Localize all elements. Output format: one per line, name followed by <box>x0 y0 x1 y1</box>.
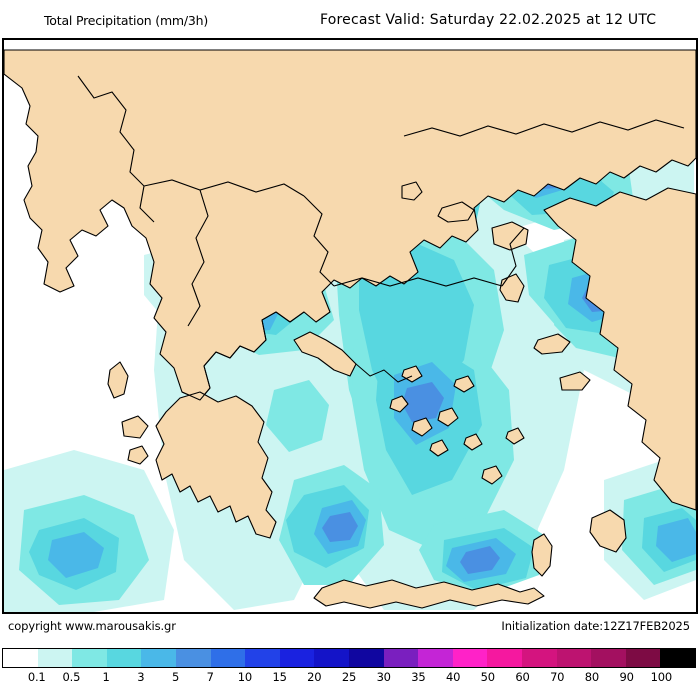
map-frame[interactable] <box>2 38 698 614</box>
colorbar-tick-70: 70 <box>550 670 565 684</box>
colorbar-swatch-3[interactable] <box>106 649 142 667</box>
colorbar-swatch-16[interactable] <box>556 649 592 667</box>
colorbar-swatch-0[interactable] <box>3 649 38 667</box>
colorbar-tick-35: 35 <box>411 670 426 684</box>
coastlines <box>181 311 413 401</box>
colorbar-tick-10: 10 <box>237 670 253 684</box>
lesvos-island <box>491 221 529 251</box>
colorbar-swatch-18[interactable] <box>625 649 661 667</box>
cyclades-island-g <box>453 375 475 393</box>
rhodes-island <box>589 509 627 553</box>
cyclades-island-i <box>505 427 525 445</box>
colorbar-swatch-15[interactable] <box>521 649 557 667</box>
cyclades-island-h <box>481 465 503 485</box>
map-footer: copyright www.marousakis.gr Initializati… <box>0 616 700 642</box>
colorbar-swatch-7[interactable] <box>245 649 280 667</box>
colorbar-tick-7: 7 <box>206 670 214 684</box>
colorbar-tick-40: 40 <box>445 670 461 684</box>
colorbar-swatch-4[interactable] <box>141 649 176 667</box>
cyclades-island-c <box>437 407 459 427</box>
precipitation-map[interactable] <box>4 40 696 612</box>
colorbar-swatch-5[interactable] <box>175 649 211 667</box>
peloponnese <box>155 391 277 539</box>
colorbar-swatch-13[interactable] <box>452 649 488 667</box>
variable-title: Total Precipitation (mm/3h) <box>44 13 209 28</box>
colorbar[interactable] <box>2 648 696 668</box>
country-borders <box>77 75 685 327</box>
turkey-landmass <box>543 187 696 511</box>
colorbar-swatch-8[interactable] <box>279 649 315 667</box>
crete <box>313 579 545 609</box>
cyclades-island-a <box>389 395 409 413</box>
samos-island <box>533 333 571 355</box>
karpathos-island <box>531 533 553 577</box>
colorbar-tick-100: 100 <box>650 670 673 684</box>
colorbar-tick-20: 20 <box>307 670 322 684</box>
cyclades-island-d <box>429 439 449 457</box>
colorbar-tick-1: 1 <box>102 670 110 684</box>
colorbar-tick-0.1: 0.1 <box>27 670 46 684</box>
map-header: Total Precipitation (mm/3h) Forecast Val… <box>0 0 700 38</box>
colorbar-swatch-19[interactable] <box>660 649 695 667</box>
colorbar-tick-30: 30 <box>376 670 391 684</box>
colorbar-swatch-1[interactable] <box>37 649 73 667</box>
zakynthos-island <box>127 445 149 465</box>
colorbar-swatch-10[interactable] <box>348 649 384 667</box>
colorbar-tick-0.5: 0.5 <box>62 670 81 684</box>
kefalonia-island <box>121 415 149 439</box>
evia-island <box>293 331 357 377</box>
colorbar-tick-80: 80 <box>584 670 600 684</box>
colorbar-tick-5: 5 <box>171 670 180 684</box>
initialization-date-text: Initialization date:12Z17FEB2025 <box>501 619 690 633</box>
thasos-island <box>401 181 423 201</box>
colorbar-tick-60: 60 <box>515 670 530 684</box>
colorbar-swatch-9[interactable] <box>314 649 349 667</box>
limnos-island <box>437 201 475 223</box>
colorbar-tick-15: 15 <box>272 670 287 684</box>
copyright-text: copyright www.marousakis.gr <box>8 619 176 633</box>
land-masses <box>4 49 696 609</box>
forecast-valid-title: Forecast Valid: Saturday 22.02.2025 at 1… <box>320 12 657 28</box>
colorbar-tick-3: 3 <box>137 670 145 684</box>
colorbar-tick-labels: 0.1 0.5 1 3 5 7 10 15 20 25 30 35 40 50 60 70 80 90 100 <box>2 670 696 688</box>
cyclades-island-e <box>463 433 483 451</box>
corfu-island <box>107 361 129 399</box>
colorbar-tick-25: 25 <box>341 670 357 684</box>
colorbar-tick-90: 90 <box>619 670 634 684</box>
colorbar-swatch-14[interactable] <box>487 649 522 667</box>
colorbar-tick-50: 50 <box>480 670 495 684</box>
colorbar-swatch-6[interactable] <box>210 649 246 667</box>
colorbar-swatch-11[interactable] <box>383 649 419 667</box>
cyclades-island-b <box>411 417 433 437</box>
precipitation-legend: 0.1 0.5 1 3 5 7 10 15 20 25 30 35 40 50 60 70 80 90 100 <box>0 644 700 700</box>
kos-island <box>559 371 591 391</box>
colorbar-swatch-2[interactable] <box>72 649 107 667</box>
colorbar-swatch-17[interactable] <box>591 649 626 667</box>
colorbar-swatch-12[interactable] <box>418 649 453 667</box>
